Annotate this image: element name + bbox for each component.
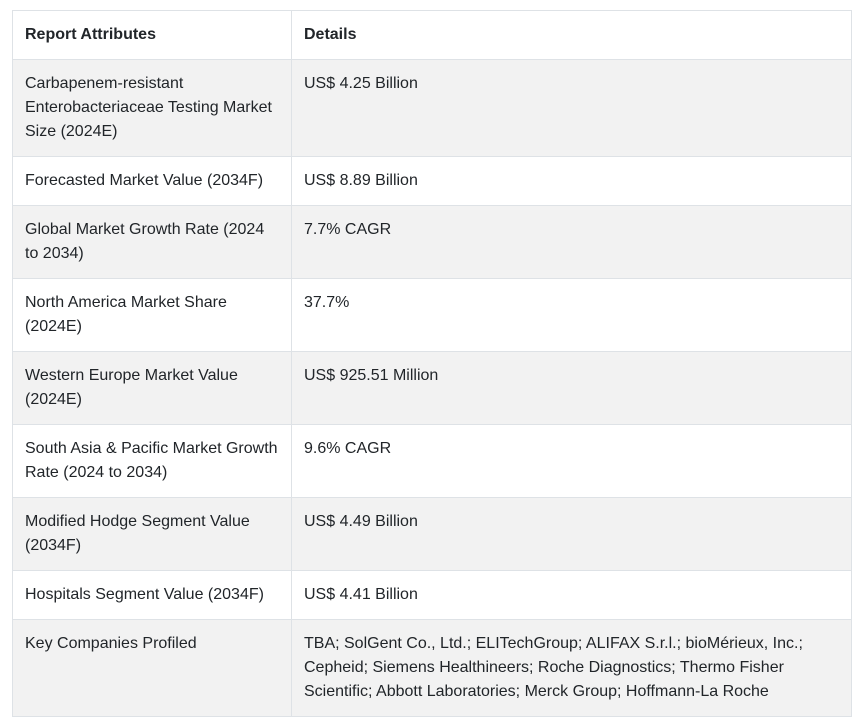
row-attribute-cell: Modified Hodge Segment Value (2034F) (12, 497, 292, 571)
column-header-report-attributes: Report Attributes (12, 10, 292, 60)
table-row: North America Market Share (2024E) 37.7% (12, 278, 852, 352)
table-header: Report Attributes Details (12, 10, 852, 60)
row-detail-cell: US$ 4.25 Billion (291, 59, 852, 157)
table-row: Forecasted Market Value (2034F) US$ 8.89… (12, 156, 852, 206)
table-row: Global Market Growth Rate (2024 to 2034)… (12, 205, 852, 279)
row-detail-cell: 37.7% (291, 278, 852, 352)
row-detail-cell: US$ 4.49 Billion (291, 497, 852, 571)
table-row: Modified Hodge Segment Value (2034F) US$… (12, 497, 852, 571)
row-detail-cell: 7.7% CAGR (291, 205, 852, 279)
column-header-details: Details (291, 10, 852, 60)
row-attribute-cell: North America Market Share (2024E) (12, 278, 292, 352)
row-attribute-cell: Global Market Growth Rate (2024 to 2034) (12, 205, 292, 279)
row-detail-cell: US$ 4.41 Billion (291, 570, 852, 620)
row-attribute-cell: Key Companies Profiled (12, 619, 292, 717)
header-row: Report Attributes Details (12, 10, 852, 60)
row-detail-cell: 9.6% CAGR (291, 424, 852, 498)
row-attribute-cell: Western Europe Market Value (2024E) (12, 351, 292, 425)
row-attribute-cell: South Asia & Pacific Market Growth Rate … (12, 424, 292, 498)
row-attribute-cell: Hospitals Segment Value (2034F) (12, 570, 292, 620)
table-row: Carbapenem-resistant Enterobacteriaceae … (12, 59, 852, 157)
table-row: Western Europe Market Value (2024E) US$ … (12, 351, 852, 425)
row-detail-cell: US$ 925.51 Million (291, 351, 852, 425)
row-detail-cell: US$ 8.89 Billion (291, 156, 852, 206)
table-body: Carbapenem-resistant Enterobacteriaceae … (12, 59, 852, 717)
table-row: South Asia & Pacific Market Growth Rate … (12, 424, 852, 498)
row-detail-cell: TBA; SolGent Co., Ltd.; ELITechGroup; AL… (291, 619, 852, 717)
row-attribute-cell: Carbapenem-resistant Enterobacteriaceae … (12, 59, 292, 157)
report-attributes-table: Report Attributes Details Carbapenem-res… (12, 10, 852, 717)
table-row: Hospitals Segment Value (2034F) US$ 4.41… (12, 570, 852, 620)
table-row: Key Companies Profiled TBA; SolGent Co.,… (12, 619, 852, 717)
row-attribute-cell: Forecasted Market Value (2034F) (12, 156, 292, 206)
